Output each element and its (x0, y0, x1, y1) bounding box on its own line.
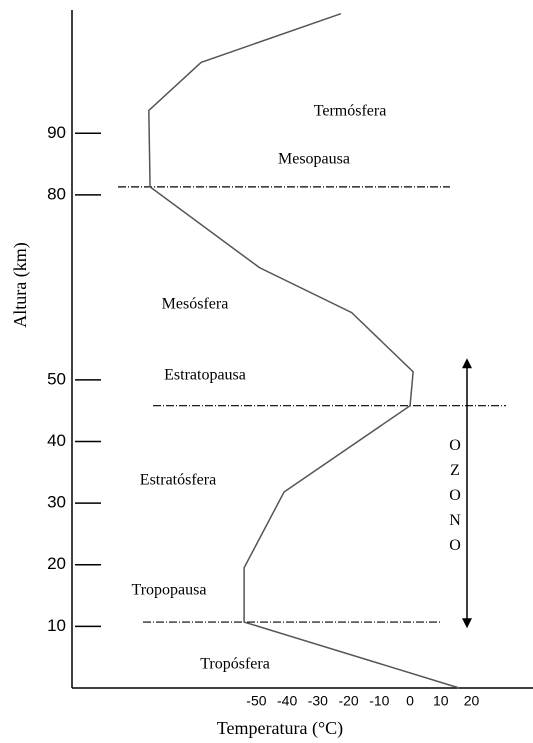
layer-label: Tropopausa (132, 582, 207, 599)
y-tick-label: 30 (47, 493, 66, 512)
layer-label: Mesopausa (278, 151, 350, 168)
profile-line (148, 12, 460, 689)
y-tick-label: 20 (47, 554, 66, 573)
x-tick-label: -50 (246, 693, 266, 709)
x-axis-label: Temperatura (°C) (217, 718, 343, 739)
y-tick-label: 10 (47, 616, 66, 635)
x-tick-label: -30 (308, 693, 328, 709)
x-tick-label: 10 (433, 693, 449, 709)
y-tick-label: 90 (47, 123, 66, 142)
layer-label: Tropósfera (200, 656, 270, 673)
y-tick-label: 50 (47, 369, 66, 388)
ozone-arrowhead (462, 618, 472, 629)
ozone-arrowhead (462, 358, 472, 369)
layer-label: Termósfera (314, 103, 387, 120)
x-tick-label: -20 (338, 693, 358, 709)
x-tick-label: 0 (406, 693, 414, 709)
ozone-label: OZONO (447, 437, 464, 562)
x-tick-label: -10 (369, 693, 389, 709)
y-tick-label: 40 (47, 431, 66, 450)
x-tick-label: -40 (277, 693, 297, 709)
x-tick-label: 20 (464, 693, 480, 709)
y-tick-label: 80 (47, 184, 66, 203)
layer-label: Mesósfera (162, 296, 229, 313)
layer-label: Estratopausa (164, 367, 246, 384)
y-axis-label: Altura (km) (10, 242, 31, 327)
layer-label: Estratósfera (140, 472, 216, 489)
